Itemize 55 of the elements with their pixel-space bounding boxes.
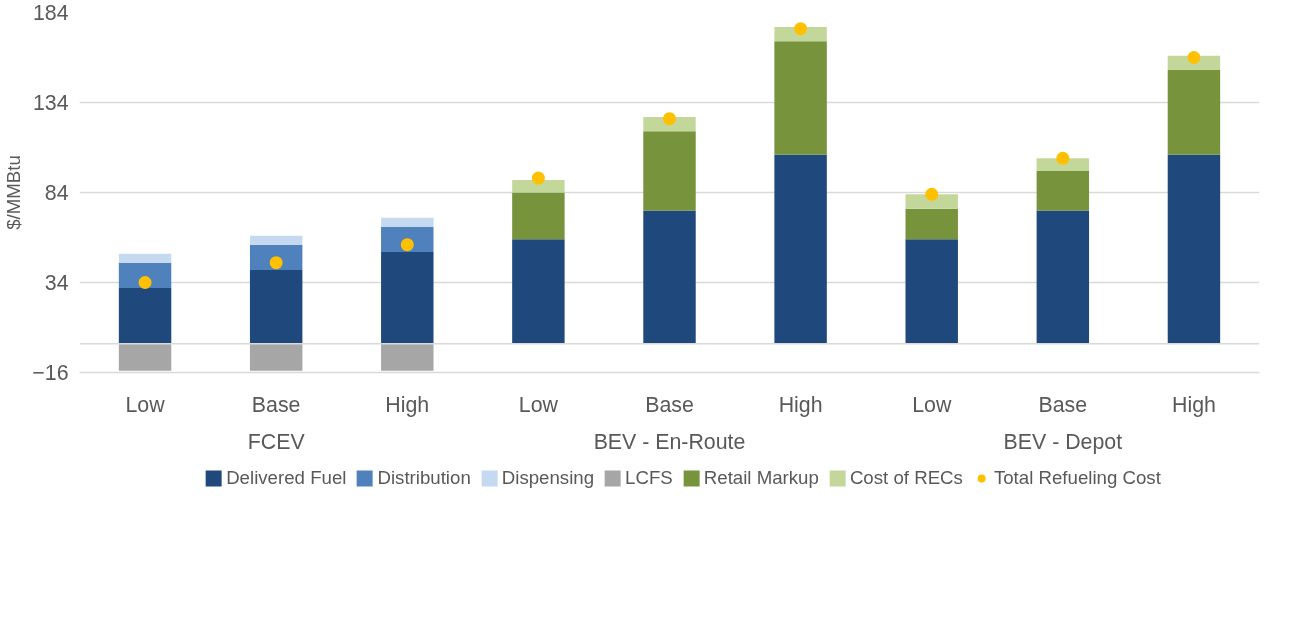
bar — [381, 226, 434, 252]
x-tick-label: Base — [1038, 392, 1088, 417]
point — [925, 187, 939, 201]
x-tick-label: Low — [125, 392, 166, 417]
point — [138, 276, 152, 289]
y-tick-label: 34 — [44, 271, 69, 295]
bar — [774, 154, 827, 344]
text: FCEV — [247, 429, 306, 454]
bar — [381, 251, 434, 344]
y-tick-label: 184 — [32, 1, 69, 25]
x-tick-label: Low — [518, 392, 559, 417]
legend-label: Delivered Fuel — [226, 467, 347, 489]
point — [1056, 151, 1070, 165]
bar — [249, 244, 303, 270]
bar — [905, 239, 958, 344]
bar — [905, 208, 958, 240]
legend-label: LCFS — [625, 467, 673, 489]
bar — [381, 343, 434, 371]
bar — [643, 210, 696, 344]
legend-label: Dispensing — [501, 467, 595, 489]
bar — [512, 239, 565, 344]
text: BEV - Depot — [1003, 429, 1123, 454]
bar — [1036, 210, 1090, 344]
bar — [512, 192, 565, 240]
x-tick-label: Base — [645, 392, 694, 417]
y-tick-label: −16 — [32, 361, 69, 385]
x-tick-label: High — [385, 392, 430, 417]
text: BEV - En-Route — [593, 429, 746, 454]
y-axis-title: $/MMBtu — [3, 155, 25, 230]
bar — [118, 343, 172, 371]
bar — [905, 194, 958, 209]
bar — [249, 235, 303, 245]
legend-label: Distribution — [377, 467, 471, 489]
bar — [249, 343, 303, 371]
bar — [1167, 70, 1221, 155]
y-tick-label: 84 — [44, 181, 69, 205]
bar — [1036, 170, 1090, 211]
y-tick-label: 134 — [32, 91, 69, 115]
bar — [512, 179, 565, 193]
x-tick-label: Base — [251, 392, 301, 417]
bar — [774, 41, 827, 155]
bar — [381, 217, 434, 227]
bar — [1167, 154, 1221, 344]
bar — [118, 287, 172, 344]
bar — [249, 269, 303, 344]
bar — [643, 131, 696, 211]
x-tick-label: High — [1172, 392, 1216, 417]
bar — [118, 253, 172, 263]
legend-label: Cost of RECs — [849, 467, 963, 489]
point — [531, 171, 545, 185]
legend-label: Total Refueling Cost — [993, 467, 1161, 489]
bar — [1036, 158, 1090, 171]
legend-label: Retail Markup — [703, 467, 819, 489]
x-tick-label: Low — [912, 392, 952, 417]
x-tick-label: High — [778, 392, 823, 417]
